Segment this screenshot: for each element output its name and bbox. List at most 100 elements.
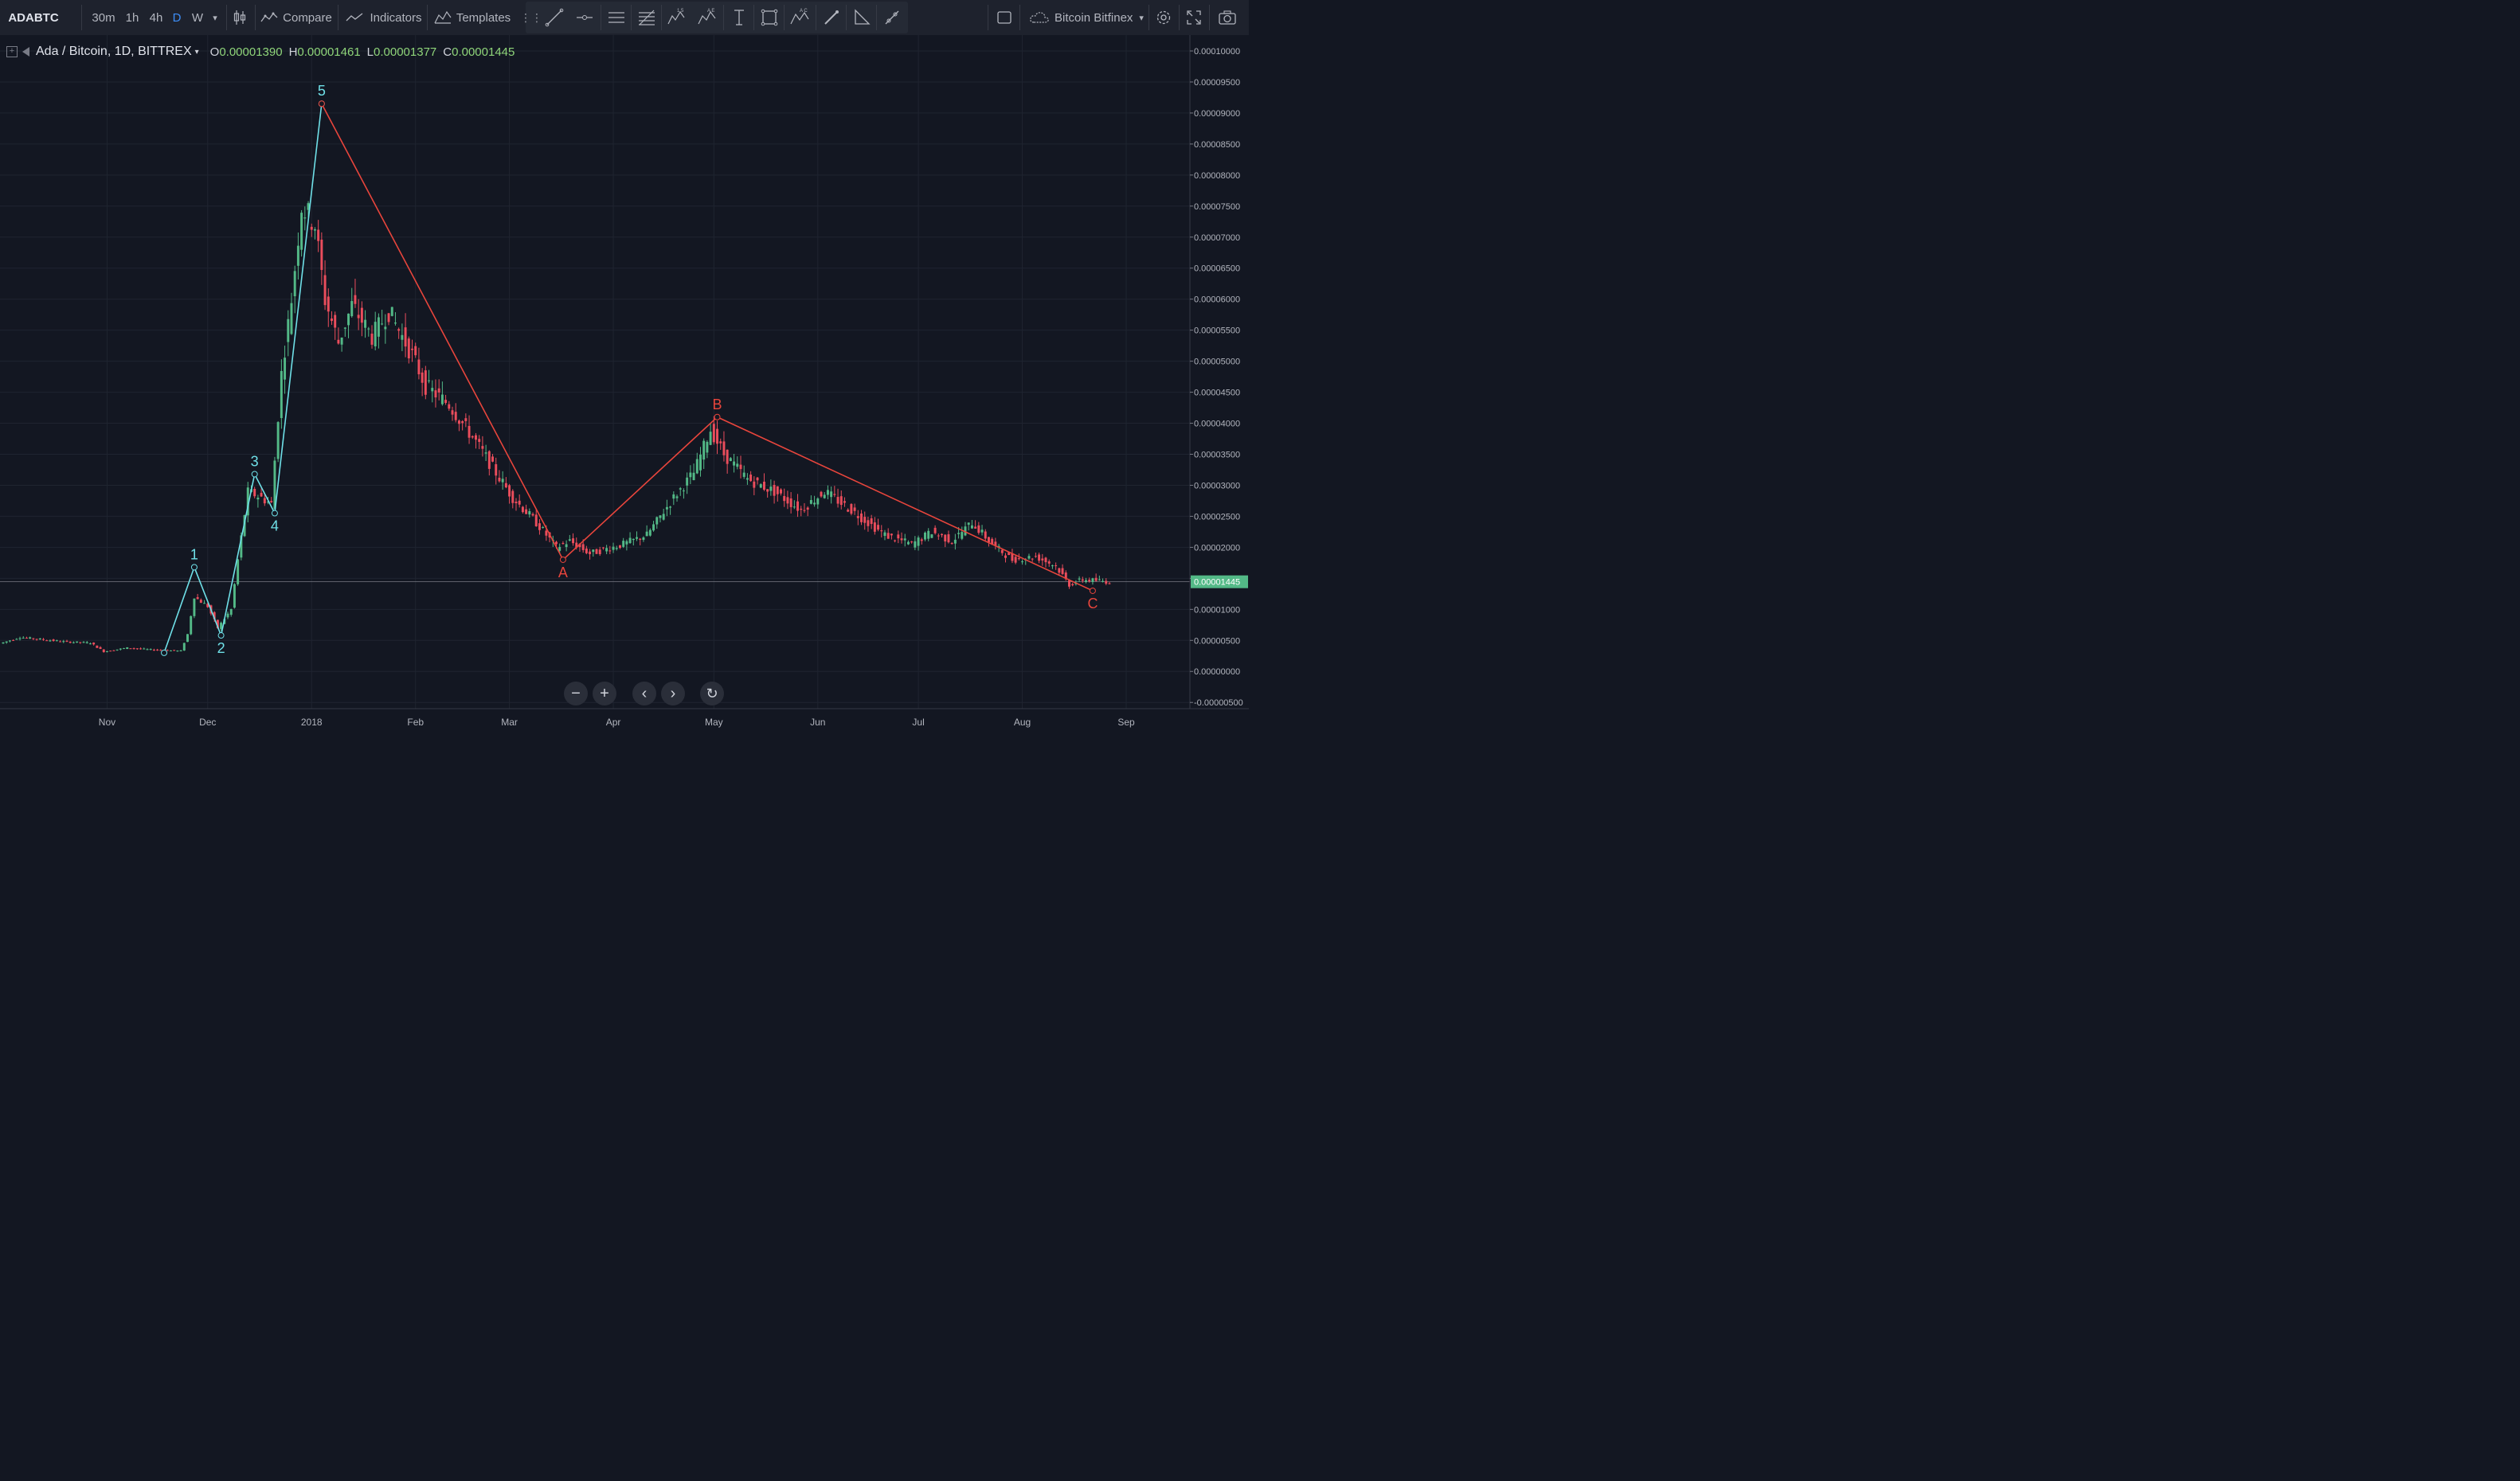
- scroll-left-button[interactable]: ‹: [632, 682, 656, 705]
- candle-body: [508, 485, 511, 497]
- candle-body: [468, 425, 471, 438]
- candle-body: [612, 546, 615, 550]
- candle-body: [1064, 572, 1067, 580]
- rectangle-tool-icon[interactable]: [757, 2, 782, 33]
- candle-body: [206, 604, 209, 608]
- impulse-wave-point[interactable]: [190, 564, 198, 571]
- reset-chart-button[interactable]: ↻: [700, 682, 724, 705]
- impulse-wave-line[interactable]: [163, 104, 323, 654]
- elliott-impulse-wave-tool-icon[interactable]: 1 5: [664, 2, 690, 33]
- candle-body: [331, 318, 333, 322]
- candle-body: [437, 388, 440, 393]
- candle-body: [421, 372, 424, 383]
- candle-body: [65, 640, 68, 642]
- candle-body: [903, 538, 906, 541]
- exchange-selector[interactable]: Bitcoin Bitfinex ▾: [1023, 0, 1150, 35]
- candle-body: [106, 651, 108, 652]
- abcd-pattern-tool-icon[interactable]: A C: [787, 2, 812, 33]
- candle-body: [337, 339, 340, 344]
- candle-body: [870, 518, 873, 525]
- screenshot-camera-icon[interactable]: [1214, 0, 1241, 35]
- candle-body: [1004, 555, 1007, 558]
- text-tool-icon[interactable]: [726, 2, 752, 33]
- interval-4h[interactable]: 4h: [149, 10, 163, 25]
- candle-body: [941, 533, 944, 536]
- candle-body: [917, 537, 920, 546]
- fullscreen-square-icon[interactable]: [992, 0, 1016, 35]
- fib-retracement-tool-icon[interactable]: [634, 2, 659, 33]
- chart-style-candles-icon[interactable]: [229, 0, 250, 35]
- corrective-wave-label: C: [1087, 596, 1098, 612]
- symbol-search-button[interactable]: ADABTC: [8, 10, 59, 25]
- candle-body: [156, 649, 159, 651]
- price-axis[interactable]: 0.00010000 0.00009500 0.00009000 0.00008500…: [1189, 35, 1249, 734]
- candle-body: [659, 515, 662, 518]
- settings-gear-icon[interactable]: [1152, 0, 1176, 35]
- candle-body: [216, 619, 219, 629]
- candle-body: [92, 643, 96, 645]
- candle-body: [592, 549, 595, 553]
- elliott-wave-drawings[interactable]: 1 2 3 4 5 A B C: [161, 83, 1098, 656]
- expand-legend-icon[interactable]: +: [6, 46, 18, 57]
- flag-icon[interactable]: [22, 47, 29, 57]
- impulse-wave-point[interactable]: [161, 649, 168, 656]
- time-axis[interactable]: Nov Dec 2018 Feb Mar Apr May Jun Jul Aug Sep: [0, 708, 1249, 728]
- candle-body: [572, 538, 575, 544]
- candle-body: [504, 483, 507, 488]
- title-chevron-down-icon[interactable]: ▾: [194, 47, 199, 57]
- candle-body: [186, 634, 189, 643]
- impulse-wave-point[interactable]: [271, 510, 278, 517]
- candle-body: [139, 648, 143, 650]
- zoom-in-button[interactable]: +: [593, 682, 616, 705]
- interval-1w[interactable]: W: [191, 10, 204, 25]
- fullscreen-icon[interactable]: [1182, 0, 1206, 35]
- trend-line-tool-icon[interactable]: [542, 2, 567, 33]
- candle-body: [890, 533, 893, 536]
- interval-1d[interactable]: D: [172, 10, 182, 25]
- corrective-wave-point[interactable]: [1089, 587, 1096, 594]
- horizontal-line-tool-icon[interactable]: [572, 2, 597, 33]
- candle-body: [424, 370, 427, 395]
- measure-tool-icon[interactable]: [849, 2, 875, 33]
- zoom-out-button[interactable]: −: [564, 682, 588, 705]
- time-tick-label: Sep: [1117, 717, 1135, 728]
- compare-button[interactable]: Compare: [260, 0, 333, 35]
- candle-body: [830, 491, 833, 498]
- candle-body: [343, 327, 346, 329]
- corrective-wave-point[interactable]: [318, 100, 325, 107]
- candle-body: [384, 326, 387, 330]
- interval-chevron-down-icon[interactable]: ▾: [213, 13, 217, 23]
- candle-body: [440, 394, 444, 404]
- candle-body: [642, 537, 645, 540]
- candle-body: [820, 491, 823, 497]
- indicators-button[interactable]: Indicators: [344, 0, 424, 35]
- interval-30m[interactable]: 30m: [92, 10, 115, 25]
- brush-tool-icon[interactable]: [819, 2, 844, 33]
- impulse-wave-point[interactable]: [217, 632, 225, 639]
- candle-body: [528, 510, 531, 515]
- scroll-right-button[interactable]: ›: [661, 682, 685, 705]
- candle-body: [1044, 557, 1047, 563]
- templates-button[interactable]: Templates: [432, 0, 513, 35]
- top-toolbar: ADABTC 30m 1h 4h D W ▾ Compare Indicator…: [0, 0, 1249, 36]
- parallel-channel-tool-icon[interactable]: [604, 2, 629, 33]
- corrective-wave-point[interactable]: [714, 413, 721, 420]
- corrective-wave-point[interactable]: [559, 556, 566, 563]
- interval-1h[interactable]: 1h: [125, 10, 139, 25]
- candle-body: [370, 334, 374, 345]
- divider: [784, 5, 785, 30]
- candle-body: [357, 315, 360, 318]
- magnet-tool-icon[interactable]: [879, 2, 905, 33]
- candle-body: [1038, 554, 1041, 561]
- candle-body: [900, 538, 903, 541]
- drag-handle-icon[interactable]: ⋮⋮: [520, 10, 542, 24]
- elliott-correction-wave-tool-icon[interactable]: A E: [695, 2, 720, 33]
- impulse-wave-point[interactable]: [251, 471, 258, 478]
- candle-body: [52, 639, 55, 641]
- corrective-wave-line[interactable]: [321, 103, 1094, 592]
- indicators-icon: [346, 13, 363, 21]
- candle-body: [411, 348, 413, 350]
- candle-body: [8, 640, 11, 642]
- symbol-title[interactable]: Ada / Bitcoin, 1D, BITTREX: [36, 45, 192, 58]
